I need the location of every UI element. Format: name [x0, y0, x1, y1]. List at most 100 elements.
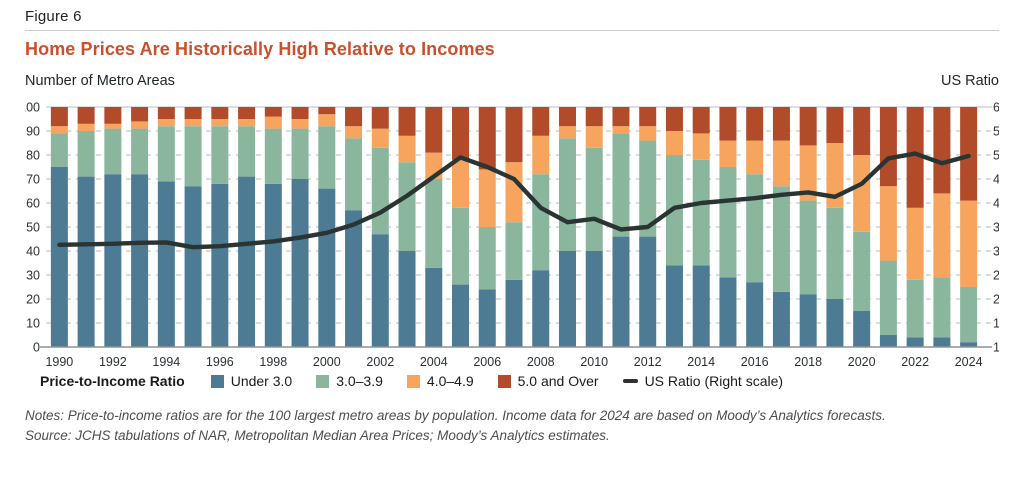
- x-axis-label-2018: 2018: [794, 355, 822, 369]
- bar-2017-under-3-0: [772, 291, 790, 347]
- bar-1991-under-3-0: [77, 176, 95, 347]
- x-axis-label-1998: 1998: [259, 355, 287, 369]
- legend-item-0: Under 3.0: [210, 373, 293, 389]
- bar-2010-under-3-0: [585, 251, 603, 347]
- bar-1997-4-0-4-9: [238, 119, 256, 127]
- bar-2007-3-0-3-9: [505, 222, 523, 280]
- bar-1991-3-0-3-9: [77, 131, 95, 177]
- right-axis-label-3.5: 3.5: [993, 221, 999, 235]
- bar-2012-5-0-and-over: [639, 107, 657, 127]
- bar-1999-5-0-and-over: [291, 107, 309, 119]
- bar-2013-under-3-0: [665, 265, 683, 347]
- right-axis-label-2.0: 2.0: [993, 293, 999, 307]
- bar-2001-4-0-4-9: [345, 126, 363, 139]
- bar-2006-under-3-0: [478, 289, 496, 347]
- bar-2009-5-0-and-over: [558, 107, 576, 127]
- bar-2018-3-0-3-9: [799, 200, 817, 295]
- bar-2013-5-0-and-over: [665, 107, 683, 131]
- bar-2015-3-0-3-9: [719, 167, 737, 278]
- bar-1998-4-0-4-9: [264, 116, 282, 129]
- x-axis-label-2000: 2000: [313, 355, 341, 369]
- bar-2011-3-0-3-9: [612, 133, 630, 237]
- bar-2009-3-0-3-9: [558, 138, 576, 251]
- y-axis-label-80: 80: [26, 149, 40, 163]
- legend-item-3: 5.0 and Over: [497, 373, 599, 389]
- chart-title: Home Prices Are Historically High Relati…: [25, 39, 495, 59]
- legend-color-swatch: [210, 374, 224, 388]
- bar-1998-under-3-0: [264, 183, 282, 347]
- bar-2010-3-0-3-9: [585, 147, 603, 251]
- x-axis-label-2008: 2008: [527, 355, 555, 369]
- bar-2022-under-3-0: [906, 337, 924, 347]
- right-axis-label-4.0: 4.0: [993, 197, 999, 211]
- legend-item-label: 5.0 and Over: [517, 373, 599, 389]
- x-axis-label-2022: 2022: [901, 355, 929, 369]
- right-axis-label-1.5: 1.5: [993, 317, 999, 331]
- bar-2014-3-0-3-9: [692, 159, 710, 266]
- bar-2008-under-3-0: [532, 270, 550, 347]
- legend-item-label: 4.0–4.9: [426, 373, 474, 389]
- bar-1996-5-0-and-over: [211, 107, 229, 119]
- bar-2024-5-0-and-over: [960, 107, 978, 201]
- x-axis-label-2016: 2016: [741, 355, 769, 369]
- bar-2017-4-0-4-9: [772, 140, 790, 187]
- bar-2005-4-0-4-9: [452, 159, 470, 208]
- bar-2016-3-0-3-9: [746, 174, 764, 283]
- bar-2017-3-0-3-9: [772, 186, 790, 292]
- x-axis-label-2012: 2012: [634, 355, 662, 369]
- bar-1995-5-0-and-over: [184, 107, 202, 119]
- bar-2021-4-0-4-9: [879, 186, 897, 261]
- us-ratio-line: [57, 151, 971, 250]
- bar-1991-5-0-and-over: [77, 107, 95, 124]
- bar-2022-5-0-and-over: [906, 107, 924, 208]
- bar-2023-5-0-and-over: [933, 107, 951, 194]
- bar-2005-5-0-and-over: [452, 107, 470, 160]
- bar-2019-4-0-4-9: [826, 143, 844, 208]
- bar-2006-3-0-3-9: [478, 227, 496, 290]
- bar-2024-under-3-0: [960, 342, 978, 347]
- bar-2018-4-0-4-9: [799, 145, 817, 201]
- bar-2000-4-0-4-9: [318, 114, 336, 127]
- bar-1998-5-0-and-over: [264, 107, 282, 117]
- bar-1990-5-0-and-over: [50, 107, 68, 127]
- legend-item-label: US Ratio (Right scale): [644, 373, 784, 389]
- bar-2011-under-3-0: [612, 236, 630, 347]
- bar-2022-3-0-3-9: [906, 279, 924, 338]
- bar-2023-4-0-4-9: [933, 193, 951, 278]
- y-axis-label-100: 100: [25, 101, 40, 115]
- bar-1994-5-0-and-over: [157, 107, 175, 119]
- x-axis-label-1992: 1992: [99, 355, 127, 369]
- legend-item-label: Under 3.0: [230, 373, 293, 389]
- bar-2020-under-3-0: [853, 311, 871, 347]
- bar-2019-3-0-3-9: [826, 207, 844, 299]
- bar-2000-3-0-3-9: [318, 126, 336, 189]
- x-axis-label-2014: 2014: [687, 355, 715, 369]
- bar-2005-3-0-3-9: [452, 207, 470, 285]
- y-axis-label-70: 70: [26, 173, 40, 187]
- bar-2008-3-0-3-9: [532, 174, 550, 271]
- bar-2020-3-0-3-9: [853, 231, 871, 311]
- bar-1990-3-0-3-9: [50, 133, 68, 167]
- bar-2022-4-0-4-9: [906, 207, 924, 280]
- y-axis-label-40: 40: [26, 245, 40, 259]
- bar-2016-4-0-4-9: [746, 140, 764, 175]
- bar-1992-5-0-and-over: [104, 107, 122, 124]
- right-axis-label-6.0: 6.0: [993, 101, 999, 115]
- bar-2011-4-0-4-9: [612, 126, 630, 134]
- y-axis-label-0: 0: [33, 341, 40, 355]
- bar-2004-3-0-3-9: [425, 179, 443, 268]
- bar-1997-under-3-0: [238, 176, 256, 347]
- bar-1994-3-0-3-9: [157, 126, 175, 182]
- bar-2003-under-3-0: [398, 251, 416, 347]
- bar-2009-under-3-0: [558, 251, 576, 347]
- right-axis-label-1.0: 1.0: [993, 341, 999, 355]
- bar-2004-5-0-and-over: [425, 107, 443, 153]
- bar-1995-3-0-3-9: [184, 126, 202, 187]
- bar-2014-5-0-and-over: [692, 107, 710, 134]
- bar-2016-under-3-0: [746, 282, 764, 347]
- bar-2007-5-0-and-over: [505, 107, 523, 163]
- bar-2007-4-0-4-9: [505, 162, 523, 223]
- bar-2002-3-0-3-9: [371, 147, 389, 235]
- bar-2019-5-0-and-over: [826, 107, 844, 143]
- bar-2008-5-0-and-over: [532, 107, 550, 136]
